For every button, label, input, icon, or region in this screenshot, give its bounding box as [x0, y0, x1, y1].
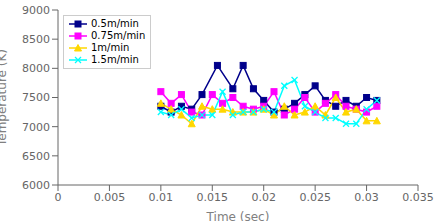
svg-text:7500: 7500	[22, 91, 50, 104]
svg-text:0: 0	[55, 191, 62, 204]
svg-text:0.025: 0.025	[299, 191, 331, 204]
svg-text:0.005: 0.005	[94, 191, 126, 204]
svg-text:0.035: 0.035	[402, 191, 430, 204]
svg-text:9000: 9000	[22, 4, 50, 17]
svg-text:Temperature (K): Temperature (K)	[8, 49, 9, 147]
svg-text:8500: 8500	[22, 33, 50, 46]
html-text:1.5m/min: 1.5m/min	[91, 54, 139, 65]
html-text:0.75m/min: 0.75m/min	[91, 30, 146, 41]
svg-text:0.03: 0.03	[354, 191, 379, 204]
svg-text:8000: 8000	[22, 62, 50, 75]
html-text:1m/min: 1m/min	[91, 42, 130, 53]
svg-text:0.01: 0.01	[149, 191, 174, 204]
svg-text:0.015: 0.015	[197, 191, 229, 204]
svg-text:0.02: 0.02	[251, 191, 276, 204]
svg-text:6000: 6000	[22, 179, 50, 192]
html-text:0.5m/min: 0.5m/min	[91, 18, 139, 29]
svg-text:Time (sec): Time (sec)	[206, 210, 270, 221]
svg-text:7000: 7000	[22, 121, 50, 134]
svg-text:6500: 6500	[22, 150, 50, 163]
